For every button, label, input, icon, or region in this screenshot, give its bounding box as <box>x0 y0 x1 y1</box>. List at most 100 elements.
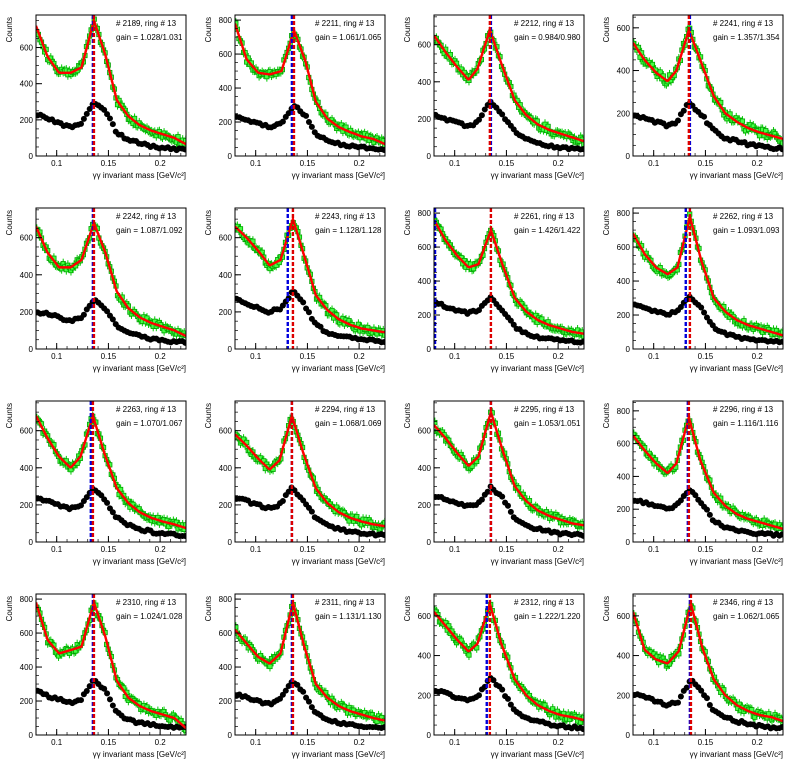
x-axis-label: γγ invariant mass [GeV/c²] <box>93 171 186 180</box>
y-tick-label: 200 <box>219 697 233 706</box>
y-axis-label: Counts <box>5 596 14 621</box>
gain-annotation: gain = 1.131/1.130 <box>315 612 382 621</box>
background-spectrum-point <box>580 532 584 539</box>
background-spectrum-point <box>78 697 84 704</box>
y-tick-label: 600 <box>418 612 432 621</box>
run-annotation: # 2311, ring # 13 <box>315 598 375 607</box>
x-tick-label: 0.1 <box>648 545 660 554</box>
total-spectrum-point <box>434 419 438 426</box>
y-tick-label: 600 <box>20 629 34 638</box>
background-spectrum-point <box>101 685 108 692</box>
plot-frame <box>35 593 187 736</box>
y-axis-label: Counts <box>403 403 412 428</box>
gain-annotation: gain = 1.070/1.067 <box>116 419 183 428</box>
total-spectrum-point <box>466 652 472 658</box>
background-spectrum-point <box>507 701 514 708</box>
y-axis-label: Counts <box>403 596 412 621</box>
fit-curve <box>633 26 783 141</box>
x-tick-label: 0.15 <box>300 159 316 168</box>
plot-frame <box>234 14 386 157</box>
background-spectrum-point <box>308 508 315 515</box>
background-spectrum-point <box>680 107 687 114</box>
plot-frame <box>632 400 784 543</box>
fit-curve <box>633 412 783 531</box>
y-tick-label: 400 <box>219 84 233 93</box>
y-tick-label: 400 <box>219 464 233 473</box>
plot-frame <box>35 207 187 350</box>
background-spectrum-point <box>83 494 90 501</box>
run-annotation: # 2294, ring # 13 <box>315 405 376 414</box>
y-tick-label: 200 <box>418 501 432 510</box>
background-spectrum-point <box>484 488 491 495</box>
x-tick-label: 0.1 <box>449 352 461 361</box>
y-axis-label: Counts <box>403 17 412 42</box>
x-tick-label: 0.1 <box>51 738 63 747</box>
plot-frame <box>35 14 187 157</box>
y-tick-label: 600 <box>418 41 432 50</box>
background-spectrum-point <box>308 704 315 711</box>
x-tick-label: 0.2 <box>553 545 565 554</box>
y-tick-label: 600 <box>20 234 34 243</box>
background-spectrum-point <box>698 687 705 694</box>
y-tick-label: 0 <box>427 152 432 161</box>
x-tick-label: 0.15 <box>300 352 316 361</box>
y-tick-label: 600 <box>219 427 233 436</box>
fit-curve <box>36 598 186 730</box>
plot-frame <box>234 207 386 350</box>
spectrum-panel: 0 200 400 600 0.1 0.15 0.2 γγ invariant mass [G… <box>597 0 796 193</box>
y-tick-label: 400 <box>20 663 34 672</box>
x-tick-label: 0.15 <box>101 352 117 361</box>
background-spectrum-point <box>101 106 108 113</box>
plot-area <box>434 215 584 346</box>
background-spectrum-point <box>677 303 684 310</box>
gain-annotation: gain = 1.357/1.354 <box>713 33 780 42</box>
background-spectrum-point <box>317 323 324 330</box>
fit-curve <box>235 23 385 146</box>
fit-curve <box>36 16 186 146</box>
background-spectrum-point <box>381 532 385 539</box>
background-spectrum-point <box>677 693 684 700</box>
y-tick-label: 600 <box>617 612 631 621</box>
y-axis-label: Counts <box>602 596 611 621</box>
x-tick-label: 0.1 <box>250 159 262 168</box>
fit-curve <box>434 599 584 722</box>
plot-area <box>36 598 186 735</box>
background-spectrum-point <box>381 724 385 731</box>
background-spectrum-point <box>706 702 713 709</box>
run-annotation: # 2243, ring # 13 <box>315 212 376 221</box>
y-tick-label: 0 <box>29 345 34 354</box>
spectrum-plot: 0 200 400 600 800 0.1 0.15 0.2 γγ invariant mass… <box>204 593 386 759</box>
y-tick-label: 800 <box>617 209 631 218</box>
background-spectrum-point <box>80 115 87 122</box>
x-tick-label: 0.1 <box>250 545 262 554</box>
y-axis-label: Counts <box>204 596 213 621</box>
spectrum-panel: 0 200 400 600 0.1 0.15 0.2 γγ invariant mass [G… <box>199 193 398 386</box>
y-tick-label: 200 <box>20 308 34 317</box>
y-tick-label: 600 <box>219 629 233 638</box>
background-spectrum-point <box>499 111 506 118</box>
plot-frame <box>632 207 784 350</box>
plot-area <box>633 23 783 153</box>
fit-curve <box>235 215 385 334</box>
plot-frame <box>433 593 585 736</box>
x-axis-label: γγ invariant mass [GeV/c²] <box>93 364 186 373</box>
x-tick-label: 0.15 <box>499 545 515 554</box>
background-spectrum-point <box>692 492 699 499</box>
x-axis-label: γγ invariant mass [GeV/c²] <box>93 750 186 759</box>
x-tick-label: 0.15 <box>101 545 117 554</box>
y-tick-label: 200 <box>617 311 631 320</box>
background-spectrum-point <box>703 314 710 321</box>
gain-annotation: gain = 1.053/1.051 <box>514 419 581 428</box>
y-tick-label: 0 <box>228 538 233 547</box>
x-axis-label: γγ invariant mass [GeV/c²] <box>93 557 186 566</box>
run-annotation: # 2295, ring # 13 <box>514 405 575 414</box>
spectrum-plot: 0 200 400 600 800 0.1 0.15 0.2 γγ invariant mass… <box>5 593 187 759</box>
x-tick-label: 0.2 <box>155 159 167 168</box>
background-spectrum-point <box>109 316 116 323</box>
background-spectrum-point <box>779 338 783 345</box>
x-tick-label: 0.1 <box>648 159 660 168</box>
plot-frame <box>35 400 187 543</box>
y-tick-label: 200 <box>219 501 233 510</box>
x-axis-label: γγ invariant mass [GeV/c²] <box>690 171 783 180</box>
